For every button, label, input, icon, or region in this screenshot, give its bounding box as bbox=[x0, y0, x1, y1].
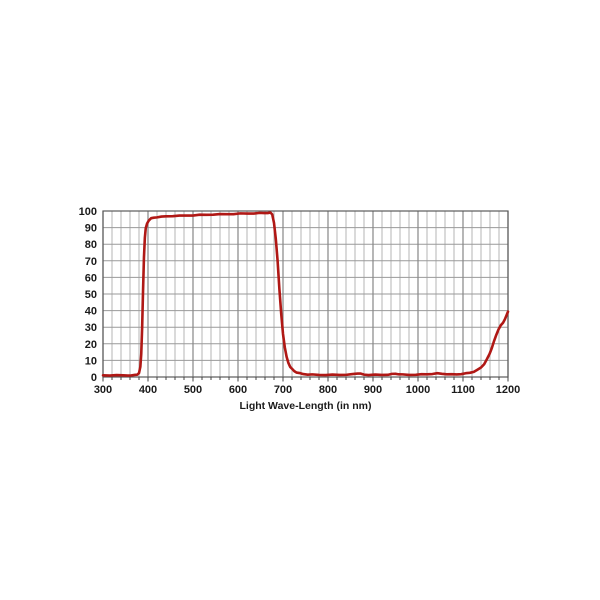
x-tick-label: 900 bbox=[364, 384, 382, 396]
x-tick-label: 1200 bbox=[496, 384, 520, 396]
y-tick-label: 0 bbox=[91, 372, 97, 384]
y-tick-label: 60 bbox=[85, 272, 97, 284]
y-tick-label: 80 bbox=[85, 239, 97, 251]
x-tick-label: 400 bbox=[139, 384, 157, 396]
y-tick-label: 30 bbox=[85, 322, 97, 334]
x-tick-label: 500 bbox=[184, 384, 202, 396]
plot-border bbox=[102, 210, 509, 378]
y-tick-label: 70 bbox=[85, 256, 97, 268]
x-tick-label: 600 bbox=[229, 384, 247, 396]
x-axis-title: Light Wave-Length (in nm) bbox=[239, 400, 371, 412]
y-tick-label: 90 bbox=[85, 223, 97, 235]
y-tick-label: 10 bbox=[85, 355, 97, 367]
transmission-curve bbox=[101, 211, 510, 377]
x-tick-label: 1100 bbox=[451, 384, 475, 396]
x-tick-label: 1000 bbox=[406, 384, 430, 396]
y-tick-label: 50 bbox=[85, 289, 97, 301]
y-tick-label: 100 bbox=[79, 206, 97, 218]
y-tick-label: 40 bbox=[85, 306, 97, 318]
x-tick-label: 700 bbox=[274, 384, 292, 396]
x-tick-label: 300 bbox=[94, 384, 112, 396]
x-tick-label: 800 bbox=[319, 384, 337, 396]
y-tick-label: 20 bbox=[85, 339, 97, 351]
